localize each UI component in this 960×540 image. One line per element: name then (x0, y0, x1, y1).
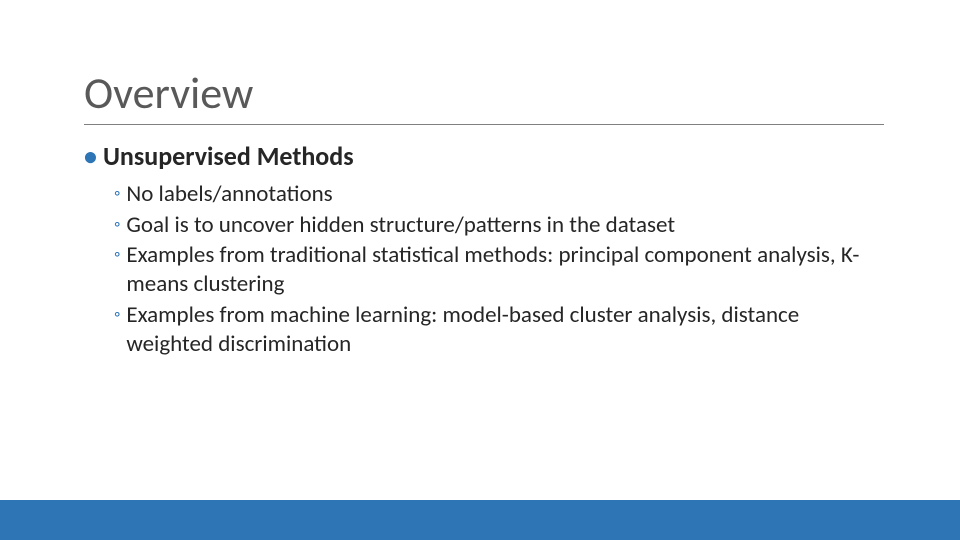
bullet-level1-text: Unsupervised Methods (103, 140, 354, 174)
footer-accent-bar (0, 500, 960, 540)
bullet-level2-text: Examples from machine learning: model-ba… (126, 301, 884, 359)
bullet-ring-icon: ◦ (114, 241, 120, 268)
bullet-level2-text: No labels/annotations (126, 180, 884, 209)
bullet-ring-icon: ◦ (114, 301, 120, 328)
bullet-level2: ◦ Examples from traditional statistical … (114, 241, 884, 299)
bullet-level1: • Unsupervised Methods (84, 140, 884, 174)
bullet-level2: ◦ Goal is to uncover hidden structure/pa… (114, 211, 884, 240)
bullet-dot-icon: • (84, 140, 97, 173)
bullet-ring-icon: ◦ (114, 180, 120, 207)
bullet-ring-icon: ◦ (114, 211, 120, 238)
bullet-level2-text: Examples from traditional statistical me… (126, 241, 884, 299)
bullet-level2-text: Goal is to uncover hidden structure/patt… (126, 211, 884, 240)
slide: Overview • Unsupervised Methods ◦ No lab… (0, 0, 960, 540)
bullet-level2: ◦ Examples from machine learning: model-… (114, 301, 884, 359)
title-underline (84, 124, 884, 125)
sub-bullet-block: ◦ No labels/annotations ◦ Goal is to unc… (114, 180, 884, 359)
slide-title: Overview (84, 66, 253, 124)
slide-content: • Unsupervised Methods ◦ No labels/annot… (84, 140, 884, 360)
bullet-level2: ◦ No labels/annotations (114, 180, 884, 209)
